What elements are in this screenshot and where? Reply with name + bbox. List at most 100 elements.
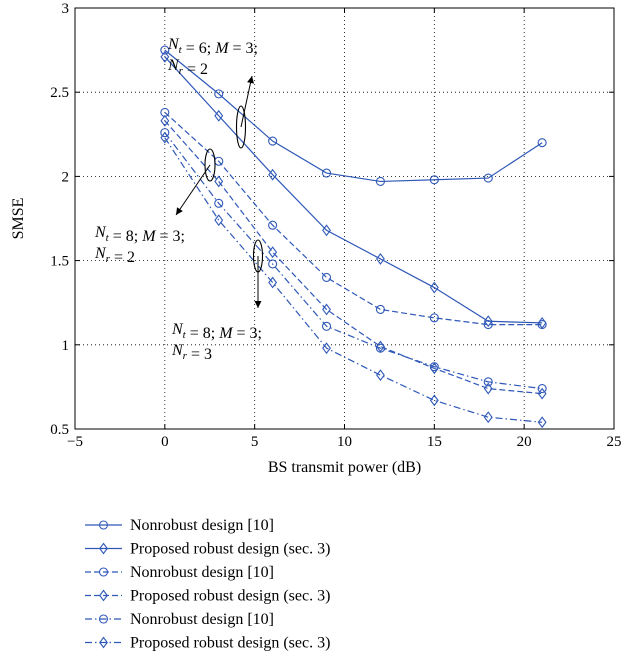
- data-point: [214, 214, 224, 227]
- series-2: [160, 50, 547, 329]
- x-tick-label: 10: [337, 434, 352, 450]
- legend-marker: [98, 614, 109, 624]
- data-point: [483, 315, 493, 328]
- data-point: [483, 173, 493, 183]
- data-point: [429, 175, 439, 185]
- data-point: [483, 320, 493, 330]
- axis-ticks: −5 0 5 10 15 20 25 0.5 1 1.5 2 2.5 3: [50, 1, 621, 450]
- data-point: [268, 246, 278, 259]
- x-tick-label: 20: [517, 434, 532, 450]
- data-point: [268, 220, 278, 230]
- legend-entry-6: Proposed robust design (sec. 3): [85, 635, 330, 652]
- series-6: [160, 131, 547, 429]
- data-point: [537, 416, 547, 429]
- annotation-arrow: [240, 75, 253, 128]
- x-tick-label: 25: [607, 434, 622, 450]
- series-line: [164, 137, 543, 423]
- data-point: [375, 252, 385, 265]
- data-point: [537, 320, 547, 330]
- legend-label: Proposed robust design (sec. 3): [130, 541, 330, 558]
- legend-label: Nonrobust design [10]: [130, 564, 274, 581]
- annotation-3: Nt = 8; M = 3;Nr = 3: [171, 239, 264, 363]
- annotation-line: Nr = 3: [171, 342, 212, 363]
- data-point: [429, 313, 439, 323]
- series-1: [160, 45, 547, 187]
- data-point: [214, 89, 224, 99]
- y-tick-label: 1: [62, 338, 70, 354]
- legend-label: Nonrobust design [10]: [130, 611, 274, 628]
- data-point: [429, 362, 439, 375]
- annotation-line: Nt = 8; M = 3;: [94, 224, 185, 245]
- legend-marker: [98, 567, 109, 577]
- data-point: [429, 281, 439, 294]
- data-point: [268, 168, 278, 181]
- series-line: [164, 120, 543, 395]
- legend-entry-5: Nonrobust design [10]: [85, 611, 274, 628]
- series-line: [164, 132, 543, 390]
- y-axis-label: SMSE: [10, 198, 27, 240]
- legend-label: Nonrobust design [10]: [130, 517, 274, 534]
- series-line: [164, 49, 543, 183]
- annotation-1: Nt = 6; M = 3;Nr = 2: [167, 36, 258, 149]
- x-tick-label: 15: [427, 434, 442, 450]
- x-tick-label: 5: [251, 434, 259, 450]
- y-tick-label: 1.5: [50, 254, 69, 270]
- data-point: [375, 369, 385, 382]
- x-axis-label: BS transmit power (dB): [268, 459, 421, 476]
- data-point: [483, 382, 493, 395]
- legend-label: Proposed robust design (sec. 3): [130, 635, 330, 652]
- y-tick-label: 2.5: [50, 85, 69, 101]
- data-point: [483, 377, 493, 387]
- data-point: [483, 411, 493, 424]
- arrow-head: [254, 301, 262, 308]
- data-point: [429, 362, 439, 372]
- annotation-line: Nt = 8; M = 3;: [171, 321, 262, 342]
- data-point: [429, 394, 439, 407]
- data-point: [160, 128, 170, 138]
- legend-entry-1: Nonrobust design [10]: [85, 517, 274, 534]
- data-point: [537, 138, 547, 148]
- annotation-line: Nr = 2: [167, 57, 208, 78]
- legend-marker: [99, 542, 108, 555]
- data-point: [322, 303, 331, 316]
- legend-entry-2: Proposed robust design (sec. 3): [85, 541, 330, 558]
- legend-entry-4: Proposed robust design (sec. 3): [85, 588, 330, 605]
- annotation-line: Nt = 6; M = 3;: [167, 36, 258, 57]
- legend-marker: [98, 520, 109, 530]
- data-point: [268, 136, 278, 146]
- data-point: [322, 224, 331, 237]
- data-point: [160, 45, 170, 55]
- data-point: [160, 50, 170, 63]
- data-point: [321, 168, 332, 178]
- x-tick-label: 0: [161, 434, 169, 450]
- data-point: [160, 114, 170, 127]
- y-tick-label: 0.5: [50, 422, 69, 438]
- legend-marker: [99, 636, 108, 649]
- data-point: [214, 198, 224, 208]
- annotation-ellipse: [235, 105, 247, 149]
- series-line: [164, 56, 543, 324]
- data-point: [214, 175, 224, 188]
- data-point: [375, 176, 385, 187]
- series-group: [160, 45, 547, 429]
- data-point: [160, 131, 170, 144]
- annotation-line: Nr = 2: [94, 245, 135, 266]
- data-point: [321, 272, 332, 282]
- arrow-head: [176, 207, 183, 215]
- x-tick-label: −5: [67, 434, 83, 450]
- data-point: [537, 384, 547, 394]
- legend: Nonrobust design [10] Proposed robust des…: [85, 517, 330, 652]
- data-point: [322, 342, 331, 355]
- data-point: [214, 109, 224, 122]
- annotation-ellipse: [204, 148, 216, 182]
- data-point: [375, 304, 385, 314]
- series-line: [164, 111, 543, 326]
- annotation-group: Nt = 6; M = 3;Nr = 2Nt = 8; M = 3;Nr = 2…: [94, 36, 264, 363]
- data-point: [375, 343, 385, 353]
- y-tick-label: 3: [62, 1, 70, 17]
- y-tick-label: 2: [62, 169, 70, 185]
- annotation-2: Nt = 8; M = 3;Nr = 2: [94, 148, 216, 266]
- data-point: [321, 321, 332, 331]
- data-point: [268, 259, 278, 269]
